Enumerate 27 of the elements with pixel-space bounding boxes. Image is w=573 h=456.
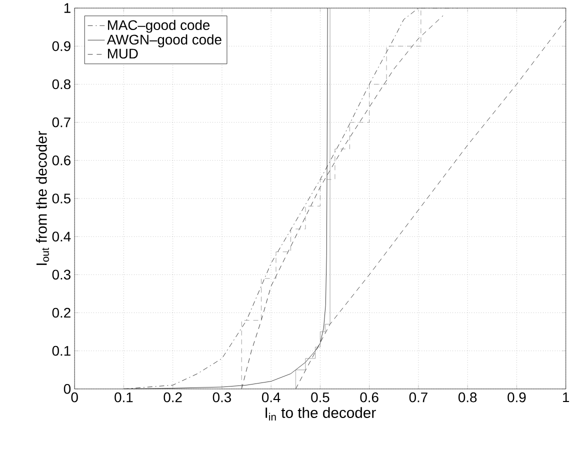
x-tick-label: 0.9 bbox=[508, 392, 526, 402]
y-tick-label: 0.2 bbox=[52, 308, 70, 318]
legend-label: MUD bbox=[108, 49, 138, 59]
legend-label: AWGN–good code bbox=[106, 34, 222, 48]
x-tick-label: 0.1 bbox=[114, 392, 133, 402]
y-tick-label: 1 bbox=[64, 4, 70, 14]
y-tick-label: 0.8 bbox=[52, 80, 70, 90]
y-tick-label: 0 bbox=[64, 384, 71, 394]
y-tick-label: 0.5 bbox=[52, 194, 71, 204]
y-tick-label: 0.9 bbox=[52, 41, 70, 52]
y-axis-title: I$_{out}$ from the decoder bbox=[36, 131, 49, 266]
y-tick-label: 0.1 bbox=[52, 346, 70, 356]
x-tick-label: 1 bbox=[563, 392, 570, 402]
x-tick-label: 0.5 bbox=[311, 392, 330, 402]
x-tick-label: 0.3 bbox=[212, 392, 231, 402]
y-tick-label: 0.6 bbox=[52, 156, 70, 166]
x-tick-label: 0.7 bbox=[409, 392, 428, 402]
x-tick-label: 0 bbox=[71, 392, 78, 402]
x-tick-label: 0.6 bbox=[360, 392, 378, 402]
x-tick-label: 0.4 bbox=[262, 392, 280, 402]
y-tick-label: 0.4 bbox=[52, 232, 71, 242]
x-tick-label: 0.2 bbox=[164, 392, 182, 402]
y-tick-label: 0.3 bbox=[52, 270, 70, 280]
x-axis-title: I$_{in}$ to the decoder bbox=[266, 407, 376, 421]
x-tick-label: 0.8 bbox=[458, 392, 477, 402]
legend-label: MAC–good code bbox=[108, 20, 210, 33]
y-tick-label: 0.7 bbox=[52, 118, 70, 128]
